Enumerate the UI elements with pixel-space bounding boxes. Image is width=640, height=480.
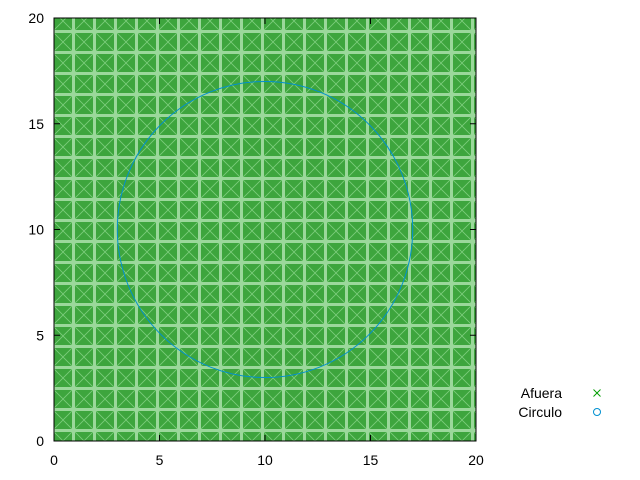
x-tick-label: 5 (156, 452, 164, 468)
y-tick-label: 10 (28, 222, 44, 238)
legend-label-circulo: Circulo (518, 404, 562, 420)
legend-marker-circulo (593, 408, 601, 416)
x-tick-label: 10 (257, 452, 273, 468)
x-tick-label: 0 (50, 452, 58, 468)
y-tick-label: 5 (36, 327, 44, 343)
axes: 0 5 10 15 20 0 5 10 15 20 (28, 10, 484, 468)
x-tick-label: 15 (363, 452, 379, 468)
legend-marker-afuera-b (593, 389, 601, 397)
y-tick-label: 20 (28, 10, 44, 26)
afuera-points (54, 18, 476, 441)
y-tick-label: 0 (36, 433, 44, 449)
y-tick-label: 15 (28, 116, 44, 132)
plot-area (54, 18, 476, 441)
legend-label-afuera: Afuera (521, 385, 562, 401)
legend: Afuera Circulo (518, 385, 601, 420)
circulo-points (116, 80, 414, 379)
x-tick-label: 20 (468, 452, 484, 468)
